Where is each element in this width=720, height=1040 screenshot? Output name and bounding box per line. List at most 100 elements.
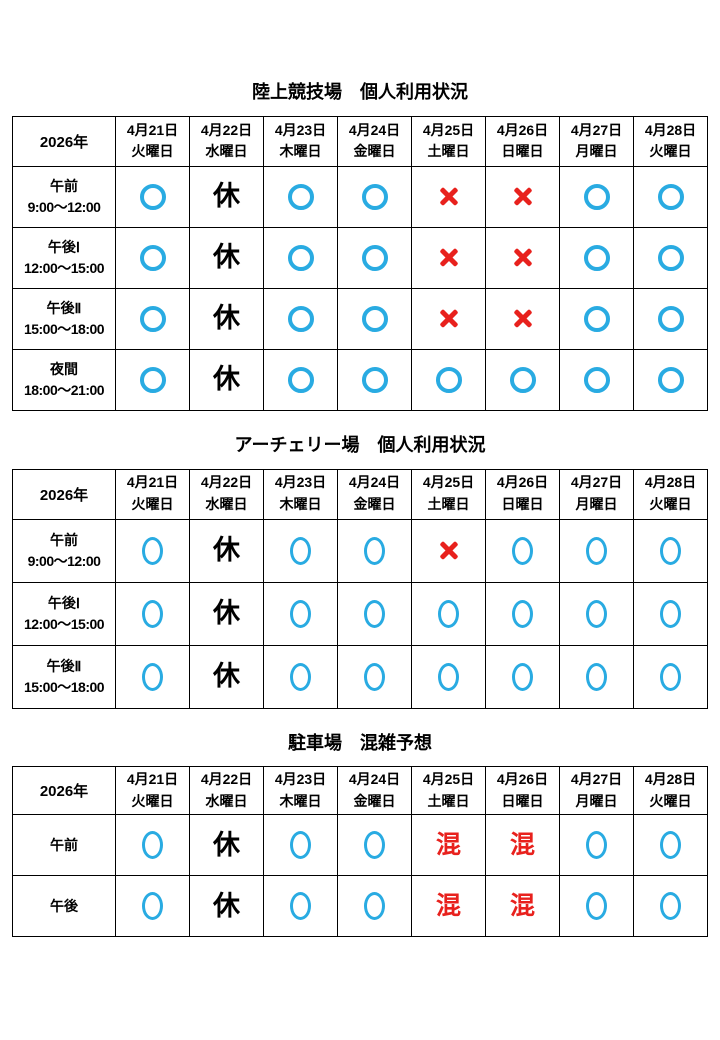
status-cell: 混 xyxy=(411,814,486,877)
athletics-stadium-table: 2026年 4月21日 火曜日 4月22日 水曜日 4月23日 木曜日 4月24日 金曜日 4月2… xyxy=(12,115,708,411)
available-circle-icon xyxy=(290,536,311,565)
weekday-label: 水曜日 xyxy=(205,496,248,513)
date-label: 4月26日 xyxy=(496,771,549,788)
date-header-cell: 4月27日 月曜日 xyxy=(559,468,634,520)
weekday-label: 月曜日 xyxy=(575,496,618,513)
status-cell xyxy=(559,581,634,646)
available-circle-icon xyxy=(287,244,314,271)
weekday-label: 土曜日 xyxy=(427,496,470,513)
status-cell xyxy=(485,644,560,709)
available-circle-icon xyxy=(142,831,163,860)
available-circle-icon xyxy=(142,599,163,628)
status-cell xyxy=(263,226,338,289)
closed-label: 休 xyxy=(213,242,240,273)
available-circle-icon xyxy=(657,244,684,271)
status-cell: 休 xyxy=(189,644,264,709)
available-circle-icon xyxy=(364,892,385,921)
weekday-label: 金曜日 xyxy=(353,792,396,809)
date-label: 4月21日 xyxy=(126,771,179,788)
status-cell: 休 xyxy=(189,875,264,938)
table-row: 午後Ⅰ 12:00～15:00 休 xyxy=(12,581,708,646)
status-cell: 休 xyxy=(189,287,264,350)
available-circle-icon xyxy=(660,662,681,691)
weekday-label: 金曜日 xyxy=(353,143,396,160)
available-circle-icon xyxy=(290,831,311,860)
status-cell xyxy=(559,287,634,350)
status-cell xyxy=(633,518,708,583)
closed-label: 休 xyxy=(213,890,240,921)
status-cell xyxy=(411,165,486,228)
date-header-cell: 4月27日 月曜日 xyxy=(559,115,634,167)
table-row: 午後Ⅰ 12:00～15:00 休 xyxy=(12,226,708,289)
date-header-cell: 4月28日 火曜日 xyxy=(633,115,708,167)
closed-label: 休 xyxy=(213,661,240,692)
available-circle-icon xyxy=(364,536,385,565)
weekday-label: 日曜日 xyxy=(501,143,544,160)
status-cell xyxy=(559,165,634,228)
date-header-cell: 4月22日 水曜日 xyxy=(189,766,264,816)
table-row: 午前 9:00～12:00 休 xyxy=(12,518,708,583)
available-circle-icon xyxy=(660,831,681,860)
available-circle-icon xyxy=(364,599,385,628)
available-circle-icon xyxy=(139,366,166,393)
status-cell xyxy=(337,348,412,411)
date-label: 4月28日 xyxy=(644,474,697,491)
status-cell xyxy=(263,644,338,709)
date-header-cell: 4月25日 土曜日 xyxy=(411,766,486,816)
date-label: 4月24日 xyxy=(348,121,401,138)
year-header-cell: 2026年 xyxy=(12,468,116,520)
status-cell xyxy=(337,875,412,938)
status-cell xyxy=(559,875,634,938)
status-cell xyxy=(559,518,634,583)
weekday-label: 木曜日 xyxy=(279,143,322,160)
crowded-label: 混 xyxy=(435,891,461,920)
date-label: 4月25日 xyxy=(422,474,475,491)
unavailable-cross-icon xyxy=(512,308,534,330)
available-circle-icon xyxy=(287,305,314,332)
date-label: 4月26日 xyxy=(496,121,549,138)
status-cell xyxy=(337,226,412,289)
status-cell xyxy=(411,348,486,411)
crowded-label: 混 xyxy=(435,830,461,859)
status-cell xyxy=(115,226,190,289)
status-cell xyxy=(115,814,190,877)
available-circle-icon xyxy=(139,183,166,210)
date-header-cell: 4月24日金曜日 xyxy=(337,115,412,167)
section-athletics-stadium: 陸上競技場 個人利用状況 2026年 4月21日 火曜日 4月22日 水曜日 4月23日木… xyxy=(12,82,708,411)
status-cell xyxy=(411,644,486,709)
available-circle-icon xyxy=(290,599,311,628)
weekday-label: 火曜日 xyxy=(131,792,174,809)
unavailable-cross-icon xyxy=(438,540,460,562)
row-header-cell: 午後 xyxy=(12,875,116,938)
weekday-label: 火曜日 xyxy=(649,143,692,160)
timeslot-hours: 12:00～15:00 xyxy=(23,615,105,632)
status-cell xyxy=(337,644,412,709)
unavailable-cross-icon xyxy=(512,247,534,269)
date-header-cell: 4月28日 火曜日 xyxy=(633,766,708,816)
timeslot-hours: 15:00～18:00 xyxy=(23,678,105,695)
year-header-cell: 2026年 xyxy=(12,115,116,167)
date-label: 4月24日 xyxy=(348,771,401,788)
date-label: 4月23日 xyxy=(274,771,327,788)
status-cell xyxy=(411,287,486,350)
available-circle-icon xyxy=(361,244,388,271)
available-circle-icon xyxy=(583,305,610,332)
table-row: 午前 9:00～12:00 休 xyxy=(12,165,708,228)
status-cell xyxy=(485,581,560,646)
weekday-label: 日曜日 xyxy=(501,792,544,809)
archery-range-table-holder: 2026年 4月21日 火曜日 4月22日 水曜日 4月23日 木曜日 4月24日 金曜日 4月2… xyxy=(12,468,708,709)
status-cell: 休 xyxy=(189,581,264,646)
available-circle-icon xyxy=(509,366,536,393)
status-cell: 休 xyxy=(189,165,264,228)
closed-label: 休 xyxy=(213,181,240,212)
available-circle-icon xyxy=(139,244,166,271)
available-circle-icon xyxy=(139,305,166,332)
date-header-cell: 4月23日 木曜日 xyxy=(263,115,338,167)
status-cell xyxy=(633,287,708,350)
date-header-cell: 4月24日金曜日 xyxy=(337,766,412,816)
weekday-label: 木曜日 xyxy=(279,496,322,513)
date-label: 4月28日 xyxy=(644,771,697,788)
available-circle-icon xyxy=(438,662,459,691)
status-cell xyxy=(263,518,338,583)
date-label: 4月24日 xyxy=(348,474,401,491)
